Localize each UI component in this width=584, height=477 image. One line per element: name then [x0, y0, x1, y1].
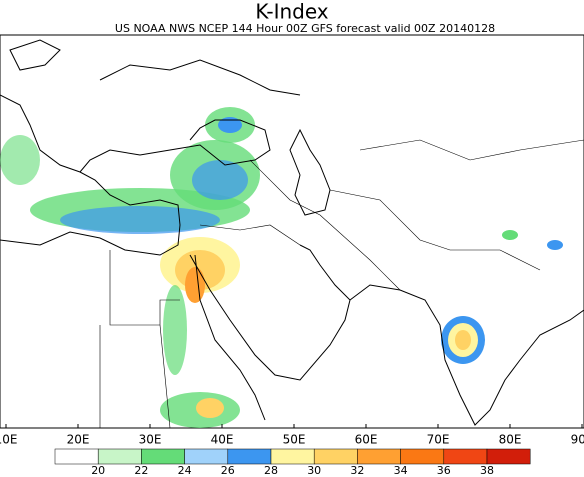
colorbar-box: [400, 448, 445, 465]
colorbar-label: 36: [437, 464, 451, 477]
longitude-labels: 10E 20E 30E 40E 50E 60E 70E 80E 90E: [0, 424, 584, 447]
lon-label: 50E: [283, 433, 306, 447]
colorbar-box: [313, 448, 358, 465]
title: K-Index: [255, 0, 328, 24]
colorbar-label: 20: [91, 464, 105, 477]
colorbar-label: 24: [178, 464, 192, 477]
colorbar-label: 26: [221, 464, 235, 477]
colorbar-box: [141, 448, 185, 465]
colorbar-label: 32: [350, 464, 364, 477]
colorbar-box: [184, 448, 229, 465]
lon-label: 70E: [427, 433, 450, 447]
weather-fields: [0, 107, 563, 428]
colorbar-box: [357, 448, 401, 465]
colorbar-label: 28: [264, 464, 278, 477]
colorbar-label: 38: [480, 464, 494, 477]
lon-label: 40E: [211, 433, 234, 447]
subtitle: US NOAA NWS NCEP 144 Hour 00Z GFS foreca…: [115, 22, 495, 35]
lon-label: 30E: [139, 433, 162, 447]
colorbar-box: [54, 448, 99, 465]
colorbar-label: 34: [394, 464, 408, 477]
coastlines: [0, 39, 584, 426]
lon-label: 10E: [0, 433, 17, 447]
colorbar-box: [486, 448, 531, 465]
colorbar-box: [227, 448, 272, 465]
colorbar-label: 22: [134, 464, 148, 477]
colorbar-box: [270, 448, 315, 465]
lon-label: 90E: [571, 433, 584, 447]
colorbar: 20 22 24 26 28 30 32 34 36 38: [54, 448, 531, 477]
borders: [99, 139, 584, 429]
colorbar-box: [443, 448, 488, 465]
lon-label: 80E: [499, 433, 522, 447]
lon-label: 20E: [67, 433, 90, 447]
colorbar-label: 30: [307, 464, 321, 477]
colorbar-box: [97, 448, 142, 465]
map: [0, 34, 584, 429]
lon-label: 60E: [355, 433, 378, 447]
